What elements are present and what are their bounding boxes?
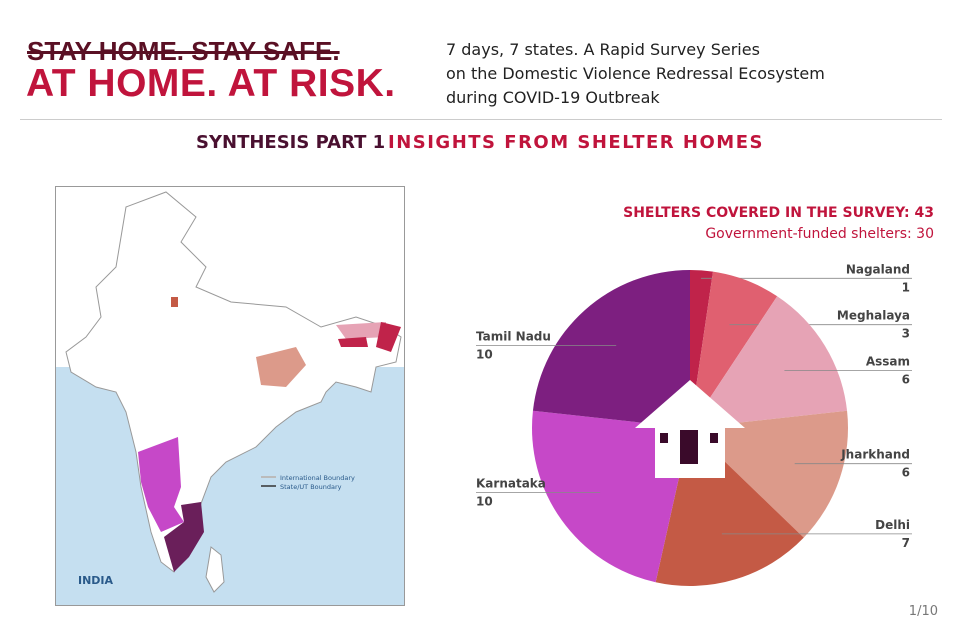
slice-label: Delhi xyxy=(875,518,910,532)
page-number: 1/10 xyxy=(908,604,938,619)
subtitle: 7 days, 7 states. A Rapid Survey Series … xyxy=(446,38,825,110)
title-main: AT HOME. AT RISK. xyxy=(26,62,396,105)
divider xyxy=(20,119,942,120)
slice-label: Tamil Nadu xyxy=(476,330,551,344)
country-label: INDIA xyxy=(78,574,114,587)
section-title: INSIGHTS FROM SHELTER HOMES xyxy=(388,132,764,153)
india-map: International Boundary State/UT Boundary… xyxy=(55,186,405,606)
title-struck: STAY HOME. STAY SAFE. xyxy=(27,36,340,66)
state-jharkhand xyxy=(256,347,306,387)
slice-value: 7 xyxy=(902,536,910,550)
state-karnataka xyxy=(138,437,184,532)
slice-value: 1 xyxy=(902,280,910,294)
sri-lanka xyxy=(205,546,225,593)
subtitle-line: during COVID-19 Outbreak xyxy=(446,88,660,107)
slice-label: Assam xyxy=(866,354,910,368)
pie-slice-karnataka xyxy=(532,410,690,583)
legend-label: International Boundary xyxy=(280,474,355,482)
slice-value: 3 xyxy=(902,327,910,341)
section-part: SYNTHESIS PART 1 xyxy=(196,132,386,153)
slice-value: 6 xyxy=(902,466,910,480)
slice-value: 10 xyxy=(476,494,493,508)
slice-label: Nagaland xyxy=(846,262,910,276)
state-nagaland xyxy=(376,322,401,352)
state-nagaland-meghalaya xyxy=(336,322,386,339)
slice-label: Karnataka xyxy=(476,476,546,490)
pie-slice-assam xyxy=(690,296,848,428)
pie-slice-jharkhand xyxy=(690,410,848,538)
subtitle-line: on the Domestic Violence Redressal Ecosy… xyxy=(446,64,825,83)
pie-slice-meghalaya xyxy=(690,271,778,428)
chart-title: SHELTERS COVERED IN THE SURVEY: 43 xyxy=(623,205,934,221)
slice-label: Meghalaya xyxy=(837,309,910,323)
state-delhi xyxy=(171,297,178,307)
state-tamil-nadu xyxy=(164,502,204,572)
subtitle-line: 7 days, 7 states. A Rapid Survey Series xyxy=(446,40,760,59)
slice-value: 6 xyxy=(902,372,910,386)
state-meghalaya xyxy=(338,337,368,347)
slice-label: Jharkhand xyxy=(840,448,910,462)
legend-label: State/UT Boundary xyxy=(280,483,342,491)
slice-value: 10 xyxy=(476,348,493,362)
house-icon xyxy=(635,380,745,478)
pie-slice-tamil-nadu xyxy=(532,270,690,428)
chart-subtitle: Government-funded shelters: 30 xyxy=(705,226,934,242)
